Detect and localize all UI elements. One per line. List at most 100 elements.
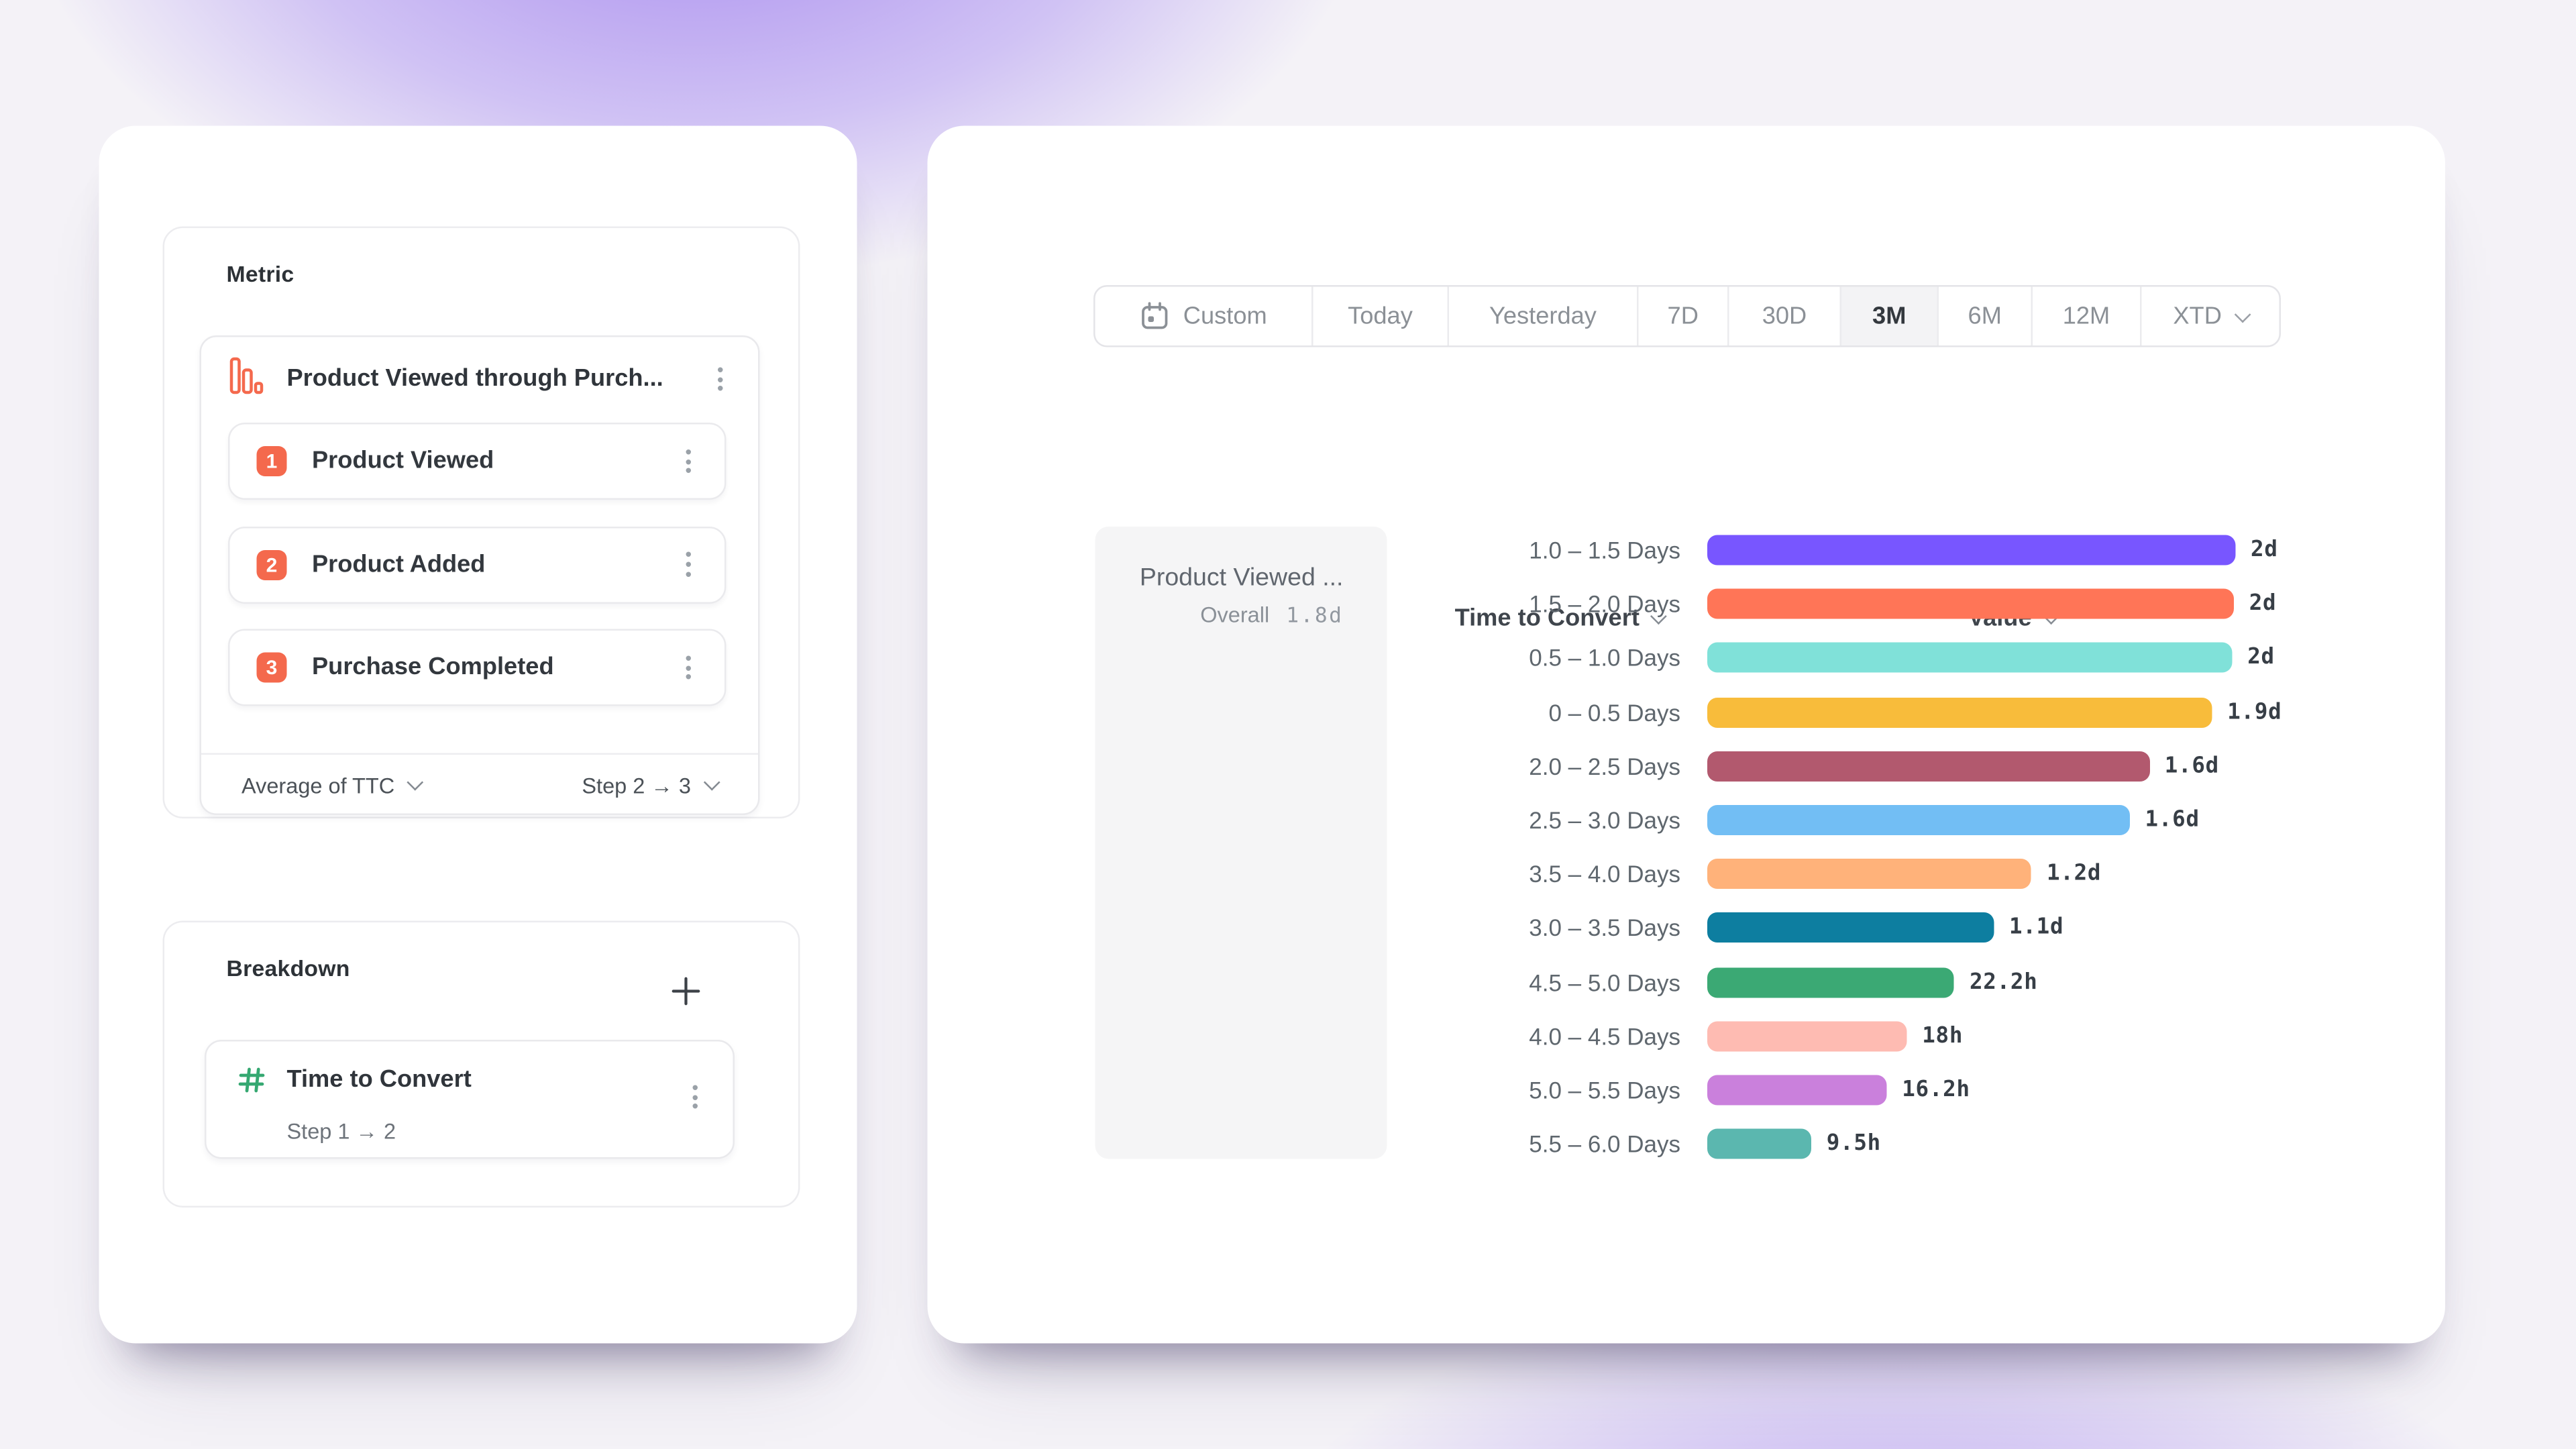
step-range-selector[interactable]: Step 2 → 3 bbox=[582, 772, 720, 798]
funnel-cell-overall: Overall 1.8d bbox=[1200, 602, 1343, 628]
bucket-label: 2.5 – 3.0 Days bbox=[1529, 806, 1680, 834]
date-range-xtd[interactable]: XTD bbox=[2142, 287, 2279, 346]
value-bar[interactable] bbox=[1707, 967, 1955, 998]
value-bar[interactable] bbox=[1707, 588, 2235, 619]
bar-value-label: 16.2h bbox=[1902, 1077, 1970, 1103]
breakdown-panel: Breakdown Time to Convert bbox=[162, 920, 800, 1208]
chart-row: 0.5 – 1.0 Days 2d bbox=[928, 643, 2446, 674]
date-range-label: 3M bbox=[1872, 303, 1907, 330]
chart-row: 4.5 – 5.0 Days 22.2h bbox=[928, 967, 2446, 998]
kebab-menu-icon[interactable] bbox=[674, 649, 701, 686]
chevron-down-icon bbox=[407, 773, 424, 791]
value-bar[interactable] bbox=[1707, 1075, 1887, 1106]
date-range-30d[interactable]: 30D bbox=[1729, 286, 1841, 345]
date-range-label: 12M bbox=[2062, 303, 2110, 330]
bucket-label: 5.0 – 5.5 Days bbox=[1529, 1077, 1680, 1104]
date-range-yesterday[interactable]: Yesterday bbox=[1449, 286, 1639, 345]
calendar-icon bbox=[1140, 302, 1167, 329]
add-breakdown-button[interactable] bbox=[667, 973, 704, 1010]
funnel-cell-name: Product Viewed ... bbox=[1139, 564, 1344, 592]
column-header-time-to-convert[interactable]: Time to Convert bbox=[1454, 605, 1668, 633]
value-bar[interactable] bbox=[1707, 643, 2233, 674]
bucket-label: 0.5 – 1.0 Days bbox=[1529, 644, 1680, 672]
breakdown-property-card[interactable]: Time to Convert Step 1 → 2 bbox=[205, 1040, 735, 1159]
bar-value-label: 22.2h bbox=[1969, 969, 2038, 995]
bucket-label: 1.5 – 2.0 Days bbox=[1529, 590, 1680, 618]
bucket-label: 3.0 – 3.5 Days bbox=[1529, 914, 1680, 942]
value-bar[interactable] bbox=[1707, 535, 2236, 566]
breakdown-property-detail: Step 1 → 2 bbox=[286, 1118, 396, 1144]
chart-row: 1.0 – 1.5 Days 2d bbox=[928, 535, 2446, 566]
bar-value-label: 1.9d bbox=[2227, 699, 2282, 725]
bucket-label: 1.0 – 1.5 Days bbox=[1529, 537, 1680, 564]
funnel-definition-card: Product Viewed through Purch... 1 Product… bbox=[199, 335, 760, 815]
step-number-badge: 2 bbox=[256, 549, 287, 580]
date-range-12m[interactable]: 12M bbox=[2033, 286, 2142, 345]
chart-row: 2.5 – 3.0 Days 1.6d bbox=[928, 805, 2446, 835]
bar-value-label: 2d bbox=[2247, 645, 2275, 671]
date-range-custom[interactable]: Custom bbox=[1095, 286, 1313, 345]
bucket-label: 3.5 – 4.0 Days bbox=[1529, 860, 1680, 888]
breakdown-panel-title: Breakdown bbox=[226, 956, 350, 981]
metric-panel: Metric Product Viewed through Purch... 1… bbox=[162, 226, 800, 818]
date-range-6m[interactable]: 6M bbox=[1939, 286, 2033, 345]
value-bar[interactable] bbox=[1707, 696, 2212, 727]
date-range-3m[interactable]: 3M bbox=[1841, 286, 1939, 345]
metric-panel-title: Metric bbox=[226, 262, 294, 287]
bar-value-label: 1.6d bbox=[2145, 807, 2200, 833]
step-event-label: Product Added bbox=[312, 551, 486, 578]
funnel-metric-icon bbox=[229, 356, 264, 402]
funnel-footer: Average of TTC Step 2 → 3 bbox=[201, 755, 758, 815]
step-range-label: Step 2 → 3 bbox=[582, 772, 691, 798]
value-bar[interactable] bbox=[1707, 859, 2032, 890]
kebab-menu-icon[interactable] bbox=[681, 1079, 708, 1116]
date-range-7d[interactable]: 7D bbox=[1639, 286, 1729, 345]
date-range-label: 30D bbox=[1762, 303, 1807, 330]
bar-value-label: 2d bbox=[2249, 591, 2277, 617]
bar-value-label: 1.2d bbox=[2046, 861, 2102, 887]
aggregation-selector[interactable]: Average of TTC bbox=[241, 772, 424, 798]
value-bar[interactable] bbox=[1707, 912, 1994, 943]
funnel-cell[interactable]: Product Viewed ... Overall 1.8d bbox=[1095, 527, 1387, 1159]
funnel-step-3[interactable]: 3 Purchase Completed bbox=[228, 629, 727, 706]
funnel-title: Product Viewed through Purch... bbox=[286, 366, 663, 392]
chart-row: 3.5 – 4.0 Days 1.2d bbox=[928, 859, 2446, 890]
date-range-today[interactable]: Today bbox=[1313, 286, 1449, 345]
bar-value-label: 2d bbox=[2251, 537, 2278, 563]
value-bar[interactable] bbox=[1707, 1128, 1812, 1159]
funnel-step-1[interactable]: 1 Product Viewed bbox=[228, 423, 727, 500]
chart-row: 5.0 – 5.5 Days 16.2h bbox=[928, 1075, 2446, 1106]
number-property-icon bbox=[238, 1067, 265, 1102]
kebab-menu-icon[interactable] bbox=[706, 361, 733, 398]
bar-value-label: 1.1d bbox=[2009, 915, 2064, 941]
chart-row: 0 – 0.5 Days 1.9d bbox=[928, 696, 2446, 727]
date-range-label: Today bbox=[1348, 303, 1413, 330]
bucket-label: 4.5 – 5.0 Days bbox=[1529, 968, 1680, 996]
bar-value-label: 18h bbox=[1922, 1023, 1964, 1049]
date-range-label: 7D bbox=[1667, 303, 1699, 330]
step-number-badge: 1 bbox=[256, 446, 287, 476]
footer-divider bbox=[201, 753, 758, 755]
value-bar[interactable] bbox=[1707, 751, 2150, 782]
value-bar[interactable] bbox=[1707, 1020, 1907, 1051]
date-range-label: Yesterday bbox=[1489, 303, 1597, 330]
chart-row: 1.5 – 2.0 Days 2d bbox=[928, 588, 2446, 619]
kebab-menu-icon[interactable] bbox=[674, 546, 701, 583]
value-bar[interactable] bbox=[1707, 805, 2130, 835]
step-event-label: Product Viewed bbox=[312, 447, 494, 475]
chart-row: 3.0 – 3.5 Days 1.1d bbox=[928, 912, 2446, 943]
date-range-label: XTD bbox=[2173, 303, 2222, 330]
column-header-label: Time to Convert bbox=[1454, 605, 1640, 633]
chart-row: 4.0 – 4.5 Days 18h bbox=[928, 1020, 2446, 1051]
bar-value-label: 9.5h bbox=[1826, 1131, 1882, 1157]
query-builder-card: Metric Product Viewed through Purch... 1… bbox=[99, 125, 857, 1344]
kebab-menu-icon[interactable] bbox=[674, 443, 701, 480]
funnel-step-2[interactable]: 2 Product Added bbox=[228, 525, 727, 603]
aggregation-label: Average of TTC bbox=[241, 772, 395, 798]
overall-label: Overall bbox=[1200, 602, 1270, 628]
overall-value: 1.8d bbox=[1286, 602, 1344, 628]
funnel-header[interactable]: Product Viewed through Purch... bbox=[201, 337, 758, 421]
date-range-picker: Custom Today Yesterday 7D 30D 3M 6M 12M XTD bbox=[1093, 285, 2281, 347]
